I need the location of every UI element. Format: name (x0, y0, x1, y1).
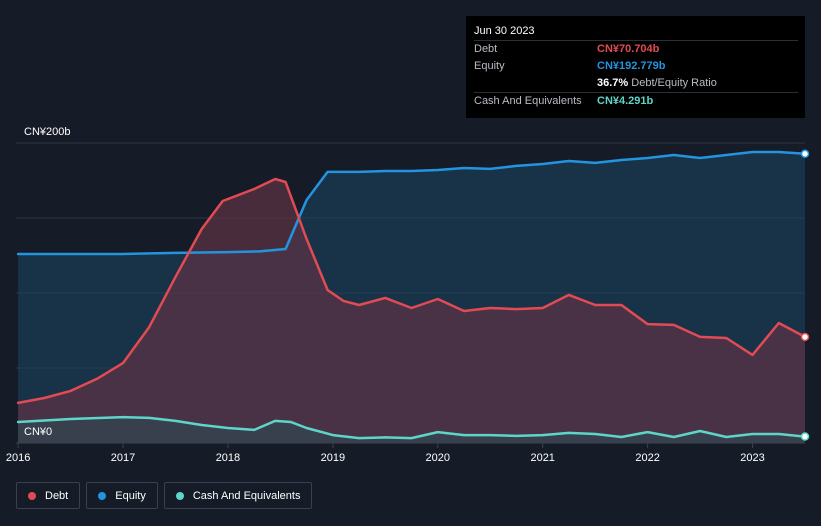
debt-end-point (800, 332, 810, 342)
tooltip-row-debt: Debt CN¥70.704b (474, 40, 798, 58)
equity-end-point (800, 149, 810, 159)
tooltip-ratio-spacer (474, 75, 597, 92)
cash-legend-dot-icon (175, 491, 184, 500)
chart-legend: Debt Equity Cash And Equivalents (16, 482, 313, 509)
x-tick-label-2020: 2020 (426, 452, 450, 464)
x-tick-label-2016: 2016 (6, 452, 30, 464)
legend-item-debt[interactable]: Debt (16, 482, 81, 509)
tooltip-equity-label: Equity (474, 60, 505, 72)
debt-line (16, 177, 807, 405)
series-end-points (800, 149, 810, 441)
debt-area (18, 179, 806, 443)
hover-tooltip: Jun 30 2023 Debt CN¥70.704b Equity CN¥19… (466, 16, 805, 118)
x-axis-ticks: 2016 2017 2018 2019 2020 2021 2022 2023 (6, 443, 765, 464)
equity-legend-dot-icon (98, 491, 107, 500)
ratio-percent: 36.7% (597, 77, 629, 89)
series-lines (16, 150, 807, 440)
x-tick-label-2023: 2023 (740, 452, 764, 464)
tooltip-row-equity: Equity CN¥192.779b (474, 58, 798, 75)
x-tick-label-2019: 2019 (321, 452, 345, 464)
y-axis-bottom-label: CN¥0 (24, 426, 52, 438)
legend-label-debt: Debt (45, 489, 69, 502)
tooltip-debt-label: Debt (474, 43, 498, 55)
y-axis-top-label: CN¥200b (24, 126, 70, 138)
cash-end-point (800, 432, 810, 441)
tooltip-date: Jun 30 2023 (474, 25, 535, 37)
x-tick-label-2022: 2022 (635, 452, 659, 464)
tooltip-row-cash: Cash And Equivalents CN¥4.291b (474, 92, 798, 110)
cash-line (16, 415, 807, 440)
tooltip-row-ratio: 36.7% Debt/Equity Ratio (474, 75, 798, 92)
equity-line (16, 150, 807, 256)
debt-legend-dot-icon (28, 491, 36, 500)
tooltip-cash-value: CN¥4.291b (597, 95, 654, 107)
tooltip-equity-value: CN¥192.779b (597, 60, 666, 72)
x-tick-label-2017: 2017 (111, 452, 135, 464)
tooltip-debt-value: CN¥70.704b (597, 43, 660, 55)
legend-item-cash[interactable]: Cash And Equivalents (163, 482, 313, 509)
x-tick-label-2018: 2018 (216, 452, 240, 464)
ratio-label: Debt/Equity Ratio (631, 77, 717, 89)
legend-label-equity: Equity (115, 489, 146, 502)
tooltip-cash-label: Cash And Equivalents (474, 95, 582, 107)
legend-item-equity[interactable]: Equity (86, 482, 158, 509)
legend-label-cash: Cash And Equivalents (192, 489, 301, 502)
tooltip-ratio-value: 36.7% Debt/Equity Ratio (597, 75, 717, 92)
series-areas (18, 152, 806, 443)
x-tick-label-2021: 2021 (530, 452, 554, 464)
